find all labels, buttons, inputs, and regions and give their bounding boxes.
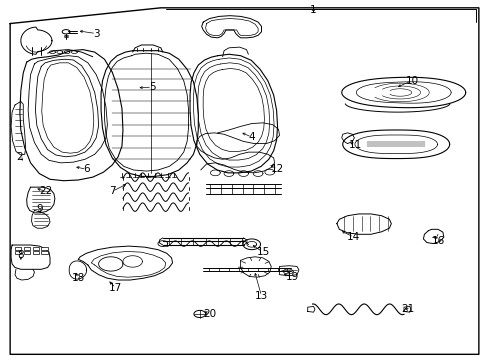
Bar <box>15 251 21 254</box>
Text: 13: 13 <box>254 291 267 301</box>
Text: 12: 12 <box>270 164 284 174</box>
Text: 1: 1 <box>309 5 316 15</box>
Bar <box>15 247 21 250</box>
Text: 10: 10 <box>405 76 418 86</box>
Text: 18: 18 <box>71 273 84 283</box>
Bar <box>32 247 39 250</box>
Text: 3: 3 <box>93 28 100 39</box>
Bar <box>41 247 47 250</box>
Text: 9: 9 <box>36 203 42 213</box>
Text: 16: 16 <box>430 236 444 246</box>
Bar <box>41 251 47 254</box>
Text: 14: 14 <box>346 232 360 242</box>
Text: 19: 19 <box>285 272 298 282</box>
Text: 11: 11 <box>348 140 361 150</box>
Bar <box>24 251 30 254</box>
Text: 7: 7 <box>109 186 115 197</box>
Text: 8: 8 <box>18 250 24 260</box>
Text: 5: 5 <box>148 82 155 92</box>
Text: 2: 2 <box>17 152 23 162</box>
Bar <box>24 247 30 250</box>
Text: 22: 22 <box>40 186 53 197</box>
Text: 6: 6 <box>83 164 90 174</box>
Text: 17: 17 <box>109 283 122 293</box>
Text: 15: 15 <box>256 247 269 257</box>
Text: 4: 4 <box>248 132 255 142</box>
Bar <box>32 251 39 254</box>
Text: 21: 21 <box>400 304 413 314</box>
Text: 20: 20 <box>203 309 216 319</box>
